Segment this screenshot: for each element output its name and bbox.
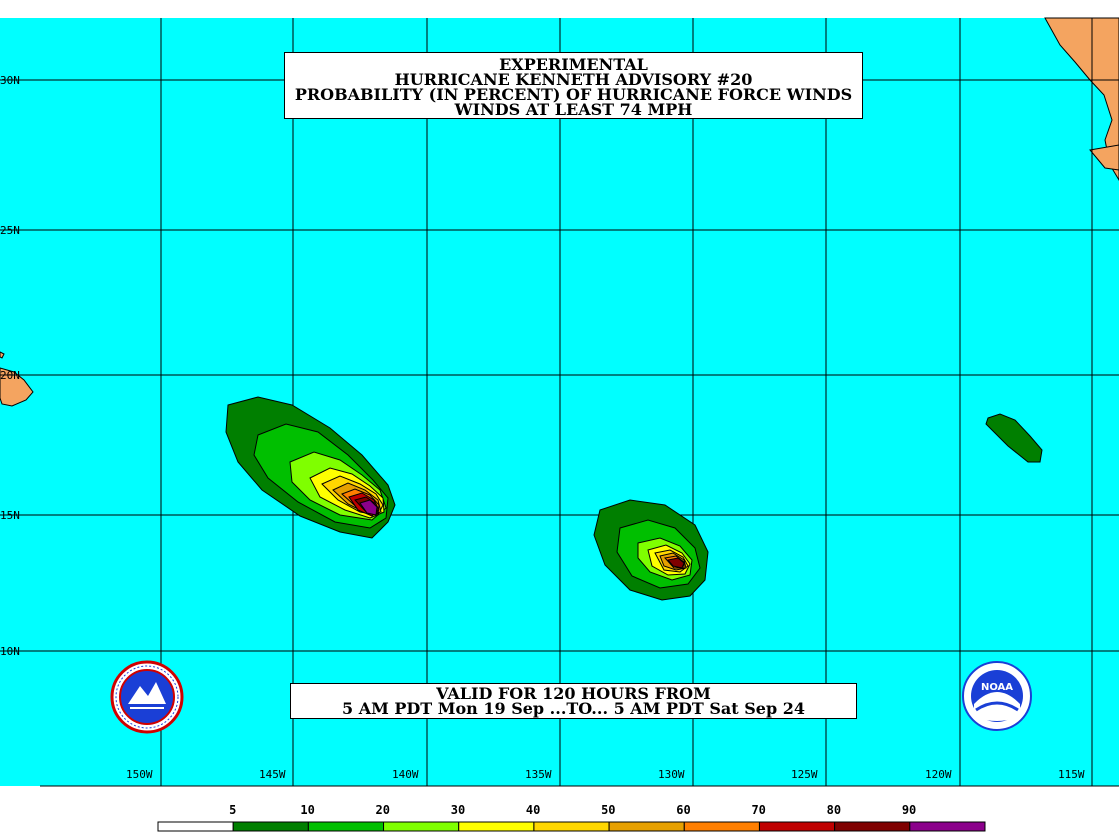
contour-5-10	[985, 413, 1043, 463]
title-line-1: EXPERIMENTAL	[499, 55, 648, 74]
lat-label-30n: 30N	[0, 74, 20, 87]
legend-threshold-label: 30	[450, 803, 466, 817]
legend-threshold-label: 20	[375, 803, 390, 817]
lon-label-130w: 130W	[658, 768, 685, 781]
lon-label-135w: 135W	[525, 768, 552, 781]
title-line-2: HURRICANE KENNETH ADVISORY #20	[394, 70, 753, 89]
legend-threshold-label: 60	[676, 803, 691, 817]
legend-swatch	[383, 821, 460, 832]
grid	[0, 18, 1119, 787]
lon-label-115w: 115W	[1058, 768, 1085, 781]
lat-label-15n: 15N	[0, 509, 20, 522]
legend-threshold-label: 5	[229, 803, 237, 817]
contour-70-80	[667, 557, 685, 569]
legend-threshold-label: 10	[300, 803, 315, 817]
legend-swatch	[533, 821, 610, 832]
legend-swatch	[758, 821, 836, 832]
lat-label-25n: 25N	[0, 224, 20, 237]
valid-period-box: VALID FOR 120 HOURS FROM 5 AM PDT Mon 19…	[290, 683, 857, 719]
hawaii-islet	[0, 351, 5, 359]
legend-threshold-label: 90	[901, 803, 917, 817]
noaa-logo: NOAA	[962, 661, 1032, 731]
legend-bar	[157, 821, 986, 832]
legend-threshold-label: 40	[525, 803, 541, 817]
title-box: EXPERIMENTAL HURRICANE KENNETH ADVISORY …	[284, 52, 863, 119]
noaa-logo-text: NOAA	[981, 682, 1013, 693]
contour-90-plus	[359, 499, 378, 516]
title-line-4: WINDS AT LEAST 74 MPH	[454, 100, 693, 119]
legend-swatch	[909, 821, 986, 832]
lon-label-140w: 140W	[392, 768, 419, 781]
mexico-coast	[1044, 17, 1119, 181]
legend-swatch	[157, 821, 234, 832]
title-line-3: PROBABILITY (IN PERCENT) OF HURRICANE FO…	[294, 85, 853, 104]
legend-swatch	[232, 821, 309, 832]
valid-line-1: VALID FOR 120 HOURS FROM	[436, 684, 711, 703]
legend-threshold-label: 80	[826, 803, 842, 817]
lon-label-145w: 145W	[259, 768, 286, 781]
lon-label-125w: 125W	[791, 768, 818, 781]
probability-contours-west	[225, 396, 396, 539]
legend-swatch	[458, 821, 535, 832]
valid-line-2: 5 AM PDT Mon 19 Sep ...TO... 5 AM PDT Sa…	[341, 699, 805, 718]
legend-swatch	[683, 821, 760, 832]
lat-label-20n: 20N	[0, 369, 20, 382]
probability-contours-central	[593, 499, 709, 601]
nws-logo	[110, 660, 184, 734]
legend-threshold-label: 50	[601, 803, 616, 817]
legend-swatch	[608, 821, 685, 832]
legend-threshold-label: 70	[751, 803, 766, 817]
lon-label-150w: 150W	[126, 768, 153, 781]
lat-label-10n: 10N	[0, 645, 20, 658]
legend-swatch	[834, 821, 911, 832]
probability-contours-east	[985, 413, 1043, 463]
lon-label-120w: 120W	[925, 768, 952, 781]
legend-swatch	[307, 821, 385, 832]
mexico-mainland	[1089, 144, 1119, 171]
